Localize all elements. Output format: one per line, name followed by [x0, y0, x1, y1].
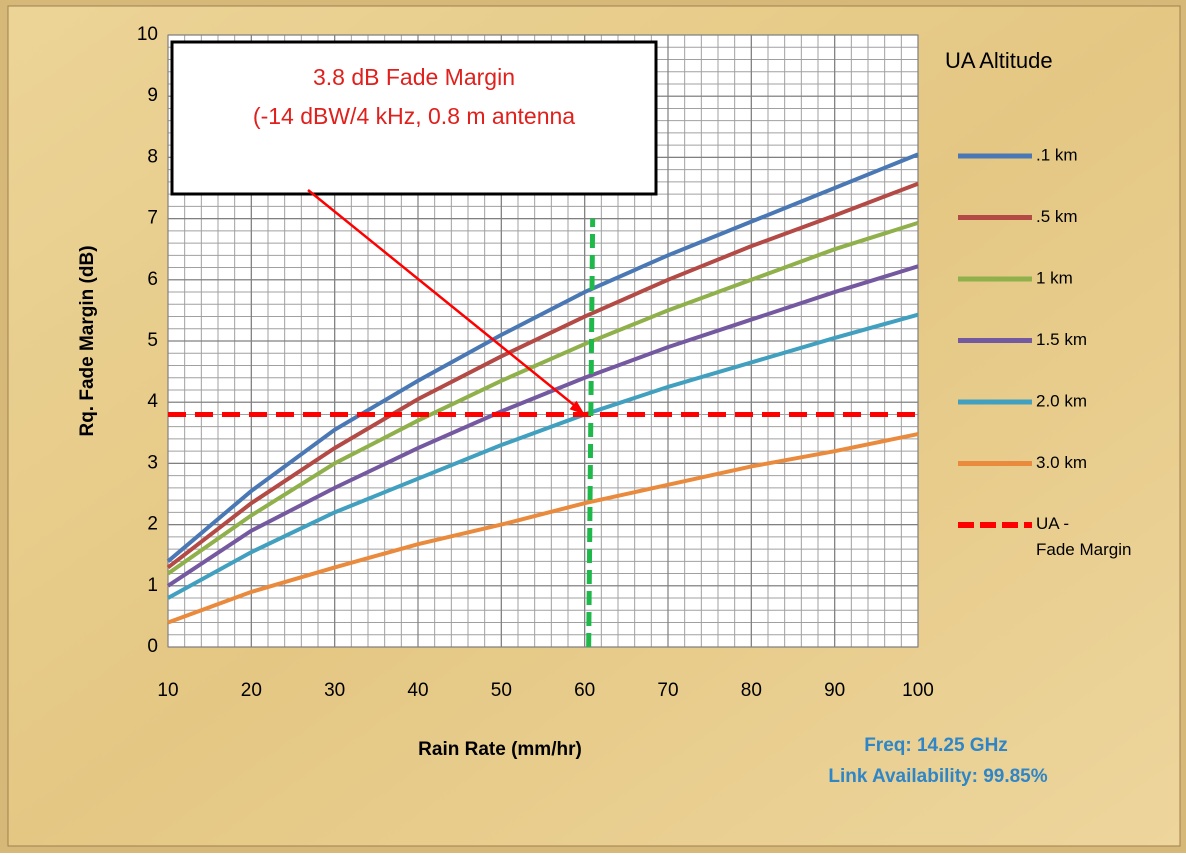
legend-label: 1.5 km — [1036, 330, 1087, 349]
x-tick-label: 100 — [902, 680, 934, 701]
plot-border — [167, 34, 919, 648]
y-tick-label: 5 — [147, 330, 158, 351]
series-line — [166, 181, 919, 570]
y-tick-label: 6 — [147, 269, 158, 290]
legend-title: UA Altitude — [945, 48, 1053, 73]
annotation-box — [170, 40, 658, 196]
legend-label: 1 km — [1036, 268, 1073, 287]
legend-label: 3.0 km — [1036, 453, 1087, 472]
annotation-text: 3.8 dB Fade Margin — [313, 64, 515, 90]
x-tick-label: 40 — [407, 680, 428, 701]
legend-label: .5 km — [1036, 207, 1078, 226]
y-tick-label: 9 — [147, 85, 158, 106]
x-tick-label: 90 — [824, 680, 845, 701]
series-line — [166, 264, 919, 588]
x-tick-label: 70 — [657, 680, 678, 701]
note: Freq: 14.25 GHz — [864, 735, 1008, 756]
x-tick-label: 30 — [324, 680, 345, 701]
y-tick-label: 8 — [147, 146, 158, 167]
note: Link Availability: 99.85% — [828, 766, 1047, 787]
x-tick-label: 20 — [241, 680, 262, 701]
legend-label: UA - Fade Margin — [1036, 514, 1131, 559]
arrow-head — [569, 400, 585, 415]
x-axis-label: Rain Rate (mm/hr) — [418, 739, 582, 760]
y-axis-label: Rq. Fade Margin (dB) — [77, 245, 98, 436]
series-line — [167, 312, 919, 600]
series-line — [167, 432, 919, 625]
y-tick-label: 0 — [147, 636, 158, 657]
y-tick-label: 1 — [147, 575, 158, 596]
y-tick-label: 3 — [147, 452, 158, 473]
annotation-text: (-14 dBW/4 kHz, 0.8 m antenna — [253, 103, 575, 129]
x-tick-label: 60 — [574, 680, 595, 701]
annotation-arrow — [307, 189, 582, 412]
series-line — [166, 152, 919, 563]
y-tick-label: 4 — [147, 391, 158, 412]
legend-label: .1 km — [1036, 145, 1078, 164]
legend-label: 2.0 km — [1036, 391, 1087, 410]
vertical-marker — [586, 218, 596, 648]
x-tick-label: 10 — [157, 680, 178, 701]
y-tick-label: 10 — [137, 24, 158, 45]
x-tick-label: 80 — [741, 680, 762, 701]
series-line — [166, 220, 919, 576]
y-tick-label: 2 — [147, 514, 158, 535]
x-tick-label: 50 — [491, 680, 512, 701]
y-tick-label: 7 — [147, 208, 158, 229]
